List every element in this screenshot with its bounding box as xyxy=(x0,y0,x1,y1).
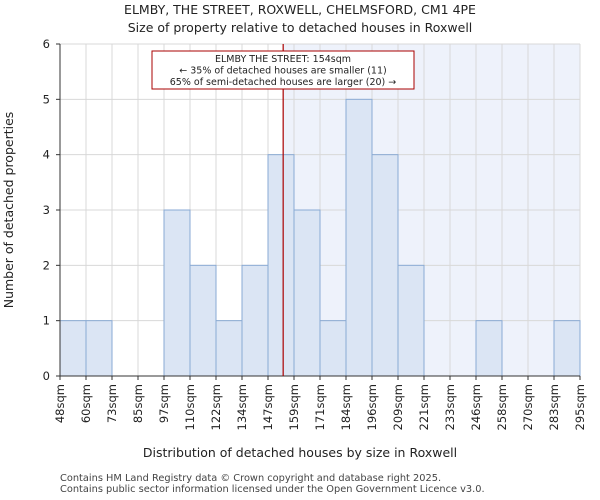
x-tick-label-60sqm: 60sqm xyxy=(79,384,93,423)
x-tick-label-209sqm: 209sqm xyxy=(391,384,405,430)
x-tick-label-246sqm: 246sqm xyxy=(469,384,483,430)
chart-title: ELMBY, THE STREET, ROXWELL, CHELMSFORD, … xyxy=(124,2,476,17)
plot-area: 0 1 2 3 4 5 6 48sqm 60sqm 73sqm 85sqm 97sqm 110sqm 12… xyxy=(43,37,587,430)
bar-97sqm xyxy=(163,209,191,377)
bar-246sqm xyxy=(475,320,503,377)
y-tick-label-5: 5 xyxy=(43,92,50,106)
x-tick-label-110sqm: 110sqm xyxy=(183,384,197,430)
y-tick-label-6: 6 xyxy=(43,37,50,51)
x-tick-label-221sqm: 221sqm xyxy=(417,384,431,430)
footer-line-2: Contains public sector information licen… xyxy=(60,484,485,495)
x-tick-label-159sqm: 159sqm xyxy=(287,384,301,430)
x-tick-label-147sqm: 147sqm xyxy=(261,384,275,430)
footer-line-1: Contains HM Land Registry data © Crown c… xyxy=(60,473,442,484)
bar-60sqm xyxy=(85,320,113,377)
x-tick-label-258sqm: 258sqm xyxy=(495,384,509,430)
x-tick-label-85sqm: 85sqm xyxy=(131,384,145,423)
chart-subtitle: Size of property relative to detached ho… xyxy=(128,20,473,35)
x-tick-label-270sqm: 270sqm xyxy=(521,384,535,430)
annotation-box xyxy=(151,50,415,90)
y-tick-label-3: 3 xyxy=(43,203,50,217)
x-axis-label: Distribution of detached houses by size … xyxy=(143,445,457,460)
bar-184sqm xyxy=(345,98,373,377)
x-tick-label-295sqm: 295sqm xyxy=(573,384,587,430)
bar-122sqm xyxy=(215,320,243,377)
y-tick-label-4: 4 xyxy=(43,148,50,162)
bar-171sqm xyxy=(319,320,347,377)
y-tick-label-0: 0 xyxy=(43,369,50,383)
bar-196sqm xyxy=(371,154,399,377)
x-tick-label-184sqm: 184sqm xyxy=(339,384,353,430)
x-tick-label-283sqm: 283sqm xyxy=(547,384,561,430)
y-tick-label-1: 1 xyxy=(43,314,50,328)
annotation-line-1: ELMBY THE STREET: 154sqm xyxy=(215,54,351,65)
x-tick-label-233sqm: 233sqm xyxy=(443,384,457,430)
x-tick-label-134sqm: 134sqm xyxy=(235,384,249,430)
y-tick-label-2: 2 xyxy=(43,258,50,272)
bar-134sqm xyxy=(241,264,269,377)
x-tick-label-97sqm: 97sqm xyxy=(157,384,171,423)
x-tick-label-171sqm: 171sqm xyxy=(313,384,327,430)
bar-159sqm xyxy=(293,209,321,377)
bar-48sqm xyxy=(59,320,87,377)
x-tick-label-73sqm: 73sqm xyxy=(105,384,119,423)
bar-283sqm xyxy=(553,320,581,377)
bar-110sqm xyxy=(189,264,217,377)
y-axis-label: Number of detached properties xyxy=(1,112,16,309)
bar-147sqm xyxy=(267,154,295,377)
x-tick-label-48sqm: 48sqm xyxy=(53,384,67,423)
annotation-line-2: ← 35% of detached houses are smaller (11… xyxy=(179,66,386,77)
x-tick-label-196sqm: 196sqm xyxy=(365,384,379,430)
bar-209sqm xyxy=(397,264,425,377)
x-tick-label-122sqm: 122sqm xyxy=(209,384,223,430)
annotation-line-3: 65% of semi-detached houses are larger (… xyxy=(170,77,397,88)
